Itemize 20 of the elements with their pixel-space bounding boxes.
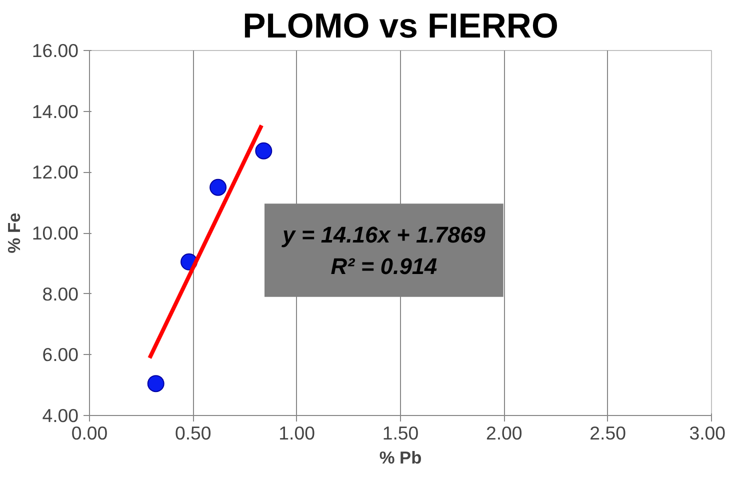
y-tick-label: 6.00 — [42, 344, 78, 366]
annotation: R² = 0.914 — [330, 252, 438, 279]
annotation: y = 14.16x + 1.7869 — [281, 222, 486, 248]
point — [255, 142, 272, 160]
y-tick-label: 16.00 — [32, 40, 78, 61]
x-tick-label: 1.00 — [278, 422, 315, 444]
x-tick-label: 2.50 — [590, 422, 626, 444]
x-tick-label: 2.00 — [486, 422, 522, 444]
chart-title: PLOMO vs FIERRO — [242, 8, 558, 46]
x-tick-label: 3.00 — [689, 422, 726, 444]
y-axis-title: % Fe — [4, 212, 24, 254]
x-tick-label: 0.50 — [175, 422, 212, 444]
y-tick-label: 12.00 — [32, 162, 78, 183]
y-tick-label: 14.00 — [32, 100, 78, 122]
x-axis-title: % Pb — [379, 448, 422, 468]
point — [147, 375, 164, 392]
point — [210, 178, 227, 196]
x-tick-label: 1.50 — [382, 422, 419, 444]
y-tick-label: 8.00 — [42, 283, 78, 304]
y-tick-label: 10.00 — [32, 222, 78, 244]
